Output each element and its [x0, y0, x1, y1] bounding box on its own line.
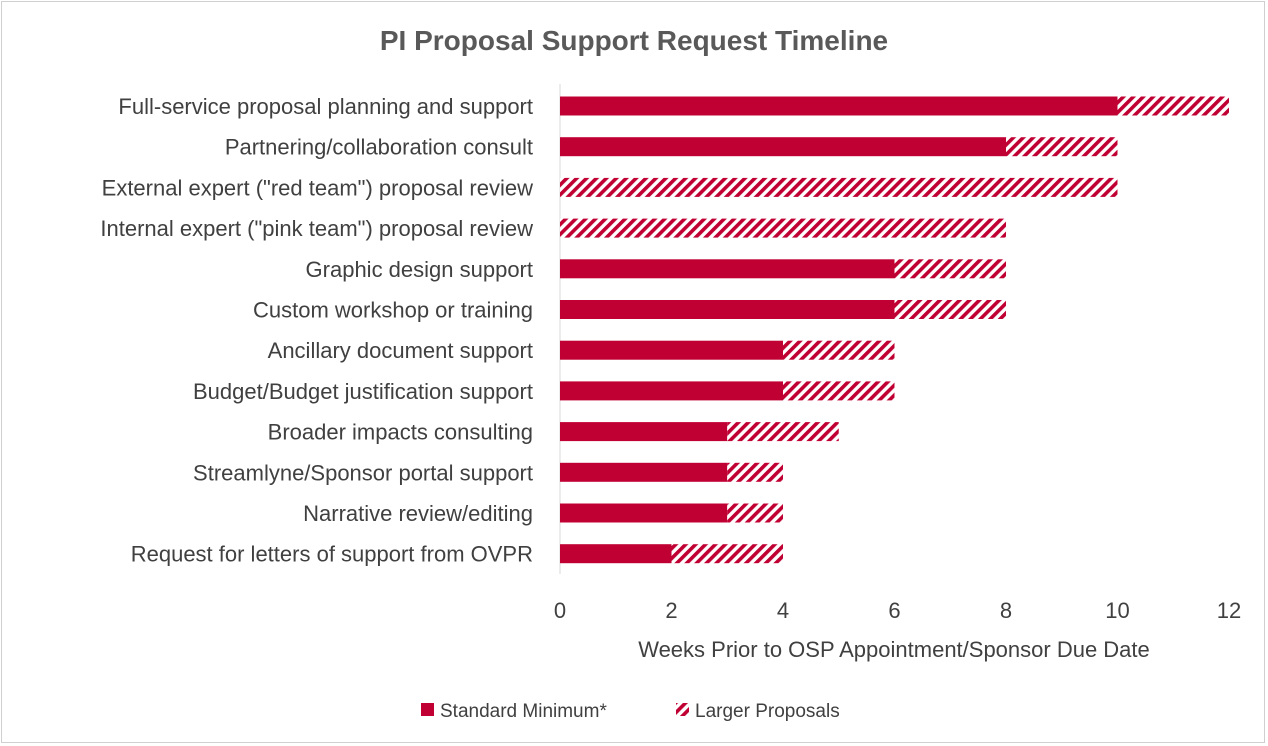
bar-standard-minimum: [560, 259, 895, 279]
category-label: Full-service proposal planning and suppo…: [118, 94, 533, 119]
category-label: Broader impacts consulting: [268, 420, 533, 445]
bar-larger-proposals: [783, 381, 895, 401]
bar-standard-minimum: [560, 381, 783, 401]
x-axis-ticks: 0 2 4 6 8 10 12: [554, 598, 1241, 623]
category-label: Custom workshop or training: [253, 298, 533, 323]
bar-larger-proposals: [671, 544, 783, 564]
category-labels: Full-service proposal planning and suppo…: [100, 94, 533, 567]
x-tick-label: 4: [777, 598, 789, 623]
bar-standard-minimum: [560, 300, 895, 319]
bar-larger-proposals: [1117, 96, 1229, 116]
category-label: Narrative review/editing: [303, 501, 533, 526]
bar-larger-proposals: [894, 259, 1006, 279]
legend-swatch-larger: [676, 703, 689, 716]
bar-standard-minimum: [560, 544, 672, 564]
category-label: External expert ("red team") proposal re…: [102, 175, 533, 200]
category-label: Budget/Budget justification support: [193, 379, 533, 404]
bar-larger-proposals: [727, 503, 783, 523]
x-tick-label: 10: [1105, 598, 1129, 623]
bar-standard-minimum: [560, 422, 728, 442]
category-label: Graphic design support: [306, 257, 533, 282]
x-tick-label: 8: [1000, 598, 1012, 623]
bar-standard-minimum: [560, 340, 783, 360]
bars-group: [559, 84, 1229, 574]
bar-larger-proposals: [783, 340, 895, 360]
bar-larger-proposals: [560, 177, 1118, 197]
x-tick-label: 6: [888, 598, 900, 623]
legend: Standard Minimum* Larger Proposals: [421, 701, 840, 722]
bar-standard-minimum: [560, 503, 728, 523]
bar-larger-proposals: [894, 300, 1006, 319]
bar-standard-minimum: [560, 462, 728, 482]
legend-label-standard: Standard Minimum*: [440, 701, 607, 722]
chart-title: PI Proposal Support Request Timeline: [380, 25, 888, 56]
x-tick-label: 12: [1217, 598, 1241, 623]
category-label: Partnering/collaboration consult: [225, 135, 533, 160]
bar-standard-minimum: [560, 137, 1006, 157]
x-tick-label: 0: [554, 598, 566, 623]
category-label: Internal expert ("pink team") proposal r…: [100, 216, 533, 241]
bar-standard-minimum: [560, 96, 1118, 116]
bar-larger-proposals: [1006, 137, 1118, 157]
bar-larger-proposals: [727, 462, 783, 482]
category-label: Streamlyne/Sponsor portal support: [193, 460, 533, 485]
bar-larger-proposals: [560, 218, 1006, 238]
bar-larger-proposals: [727, 422, 839, 442]
x-axis-title: Weeks Prior to OSP Appointment/Sponsor D…: [638, 637, 1150, 662]
legend-label-larger: Larger Proposals: [695, 701, 840, 722]
legend-swatch-standard: [421, 703, 434, 716]
category-label: Ancillary document support: [268, 338, 533, 363]
category-label: Request for letters of support from OVPR: [131, 542, 533, 567]
x-tick-label: 2: [665, 598, 677, 623]
